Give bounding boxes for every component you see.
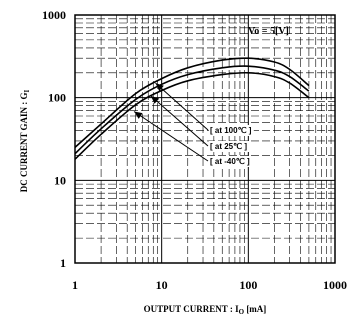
y-tick-label: 1000 [42, 8, 66, 22]
x-axis-title-sub: O [239, 308, 245, 316]
plot-border [74, 14, 336, 264]
x-tick-label: 1000 [323, 278, 347, 292]
annotation-label-0: [ at 100℃ ] [210, 126, 252, 135]
annotation-arrow-line-0 [155, 82, 209, 131]
series-line-1 [74, 65, 310, 155]
annotation-label-1: [ at 25℃ ] [210, 142, 247, 151]
y-tick-label: 1 [60, 256, 66, 270]
y-axis-title-main: DC CURRENT GAIN : G [19, 92, 29, 192]
y-tick-label: 100 [48, 91, 66, 105]
series-line-2 [74, 71, 310, 160]
annotation-label-2: [ at -40℃ ] [210, 157, 250, 166]
grid-lines [75, 15, 335, 263]
y-axis-title: DC CURRENT GAIN : GI [19, 89, 31, 192]
x-tick-label: 1 [72, 278, 78, 292]
annotation-arrow-head-1 [150, 95, 160, 104]
tick-labels: 1 10 100 1000 1 10 100 1000 [42, 8, 347, 292]
series-curves [74, 57, 310, 160]
annotation-arrow-head-2 [134, 111, 143, 119]
plot-frame [74, 14, 336, 264]
x-axis-title-main: OUTPUT CURRENT : I [144, 304, 239, 314]
condition-label: Vo = 5[V] [248, 26, 289, 37]
annotation-label-bg-2 [209, 156, 252, 167]
series-annotations: [ at 100℃ ] [ at 25℃ ] [ at -40℃ ] [133, 82, 254, 167]
x-axis-title: OUTPUT CURRENT : IO [mA] [144, 304, 267, 316]
annotation-label-bg-0 [209, 125, 254, 136]
annotation-label-bg-1 [209, 141, 250, 152]
y-axis-title-sub: I [23, 89, 31, 92]
series-line-0 [74, 57, 310, 148]
y-tick-label: 10 [54, 173, 66, 187]
x-tick-label: 10 [156, 278, 168, 292]
annotation-arrow-head-0 [155, 83, 164, 92]
annotation-arrow-line-2 [133, 111, 209, 162]
annotation-arrow-line-1 [150, 95, 209, 147]
x-tick-label: 100 [239, 278, 257, 292]
x-axis-title-unit: [mA] [244, 304, 266, 314]
